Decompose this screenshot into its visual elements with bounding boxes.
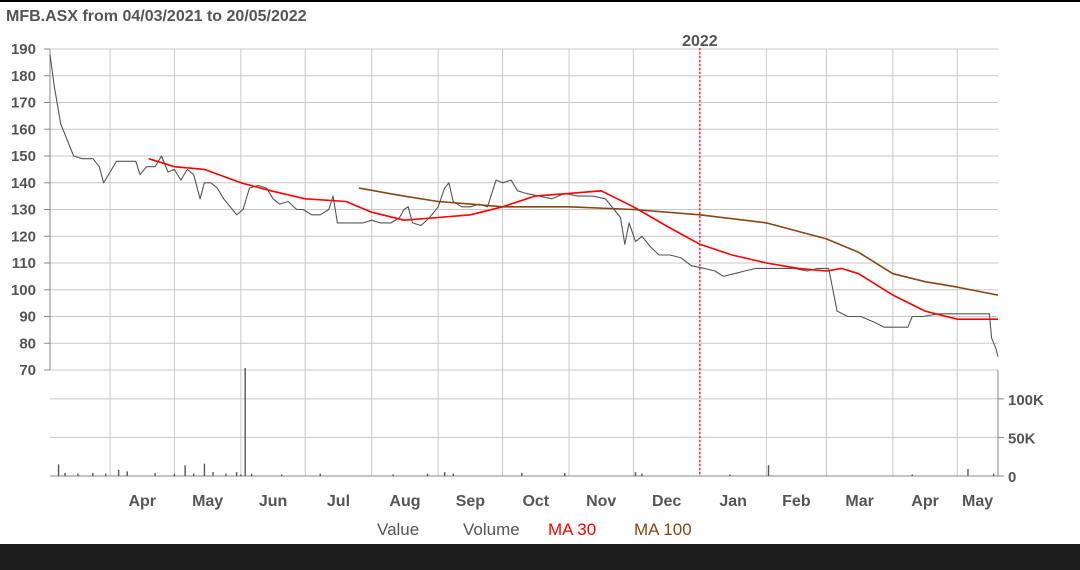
x-tick-label: Mar	[845, 493, 873, 510]
series-lines	[49, 54, 999, 357]
x-tick-label: Jun	[259, 493, 287, 510]
y-tick-label: 190	[11, 41, 36, 58]
volume-bars	[57, 368, 995, 476]
year-marker: 2022	[682, 33, 718, 476]
top-border	[0, 0, 1080, 2]
y-axis-labels: 70 80 90 100 110 120 130 140 150 160 170 180 190	[11, 41, 50, 379]
x-tick-label: Oct	[522, 493, 549, 510]
legend-item-volume: Volume	[463, 520, 520, 539]
x-tick-label: Feb	[782, 493, 811, 510]
y-tick-label: 100	[11, 282, 36, 299]
series-line-ma-100	[358, 187, 999, 296]
y-tick-label: 80	[19, 335, 36, 352]
legend-item-ma-30: MA 30	[548, 520, 596, 539]
y-tick-label: 70	[19, 362, 36, 379]
x-tick-label: Jan	[719, 493, 747, 510]
x-tick-label: May	[192, 493, 223, 510]
x-tick-label: Dec	[652, 493, 681, 510]
legend-item-ma-100: MA 100	[634, 520, 692, 539]
y-tick-label: 130	[11, 202, 36, 219]
volume-tick-label: 100K	[1008, 392, 1044, 409]
volume-tick-label: 50K	[1008, 430, 1036, 447]
volume-tick-label: 0	[1008, 469, 1016, 486]
x-tick-label: Sep	[456, 493, 486, 510]
y-tick-label: 140	[11, 175, 36, 192]
legend-item-value: Value	[377, 520, 419, 539]
grid-lines	[49, 48, 999, 477]
series-line-value	[49, 54, 999, 357]
series-line-ma-30	[148, 157, 998, 321]
x-tick-label: Aug	[389, 493, 420, 510]
bottom-bar	[0, 544, 1080, 570]
x-tick-label: May	[962, 493, 993, 510]
y-tick-label: 170	[11, 95, 36, 112]
x-axis-labels: Apr May Jun Jul Aug Sep Oct Nov Dec Jan Feb Mar Apr M…	[128, 493, 993, 510]
y-tick-label: 90	[19, 309, 36, 326]
volume-axis: 0 50K 100K	[998, 392, 1044, 486]
stock-chart: MFB.ASX from 04/03/2021 to 20/05/2022 70…	[6, 8, 1044, 539]
x-tick-label: Apr	[911, 493, 939, 510]
x-tick-label: Apr	[128, 493, 156, 510]
y-tick-label: 150	[11, 148, 36, 165]
y-tick-label: 180	[11, 68, 36, 85]
x-tick-label: Nov	[586, 493, 616, 510]
y-tick-label: 120	[11, 228, 36, 245]
y-tick-label: 110	[12, 255, 36, 272]
year-marker-label: 2022	[682, 33, 718, 50]
legend: Value Volume MA 30 MA 100	[377, 520, 692, 539]
y-tick-label: 160	[11, 121, 36, 138]
x-tick-label: Jul	[327, 493, 350, 510]
chart-title: MFB.ASX from 04/03/2021 to 20/05/2022	[6, 8, 307, 25]
